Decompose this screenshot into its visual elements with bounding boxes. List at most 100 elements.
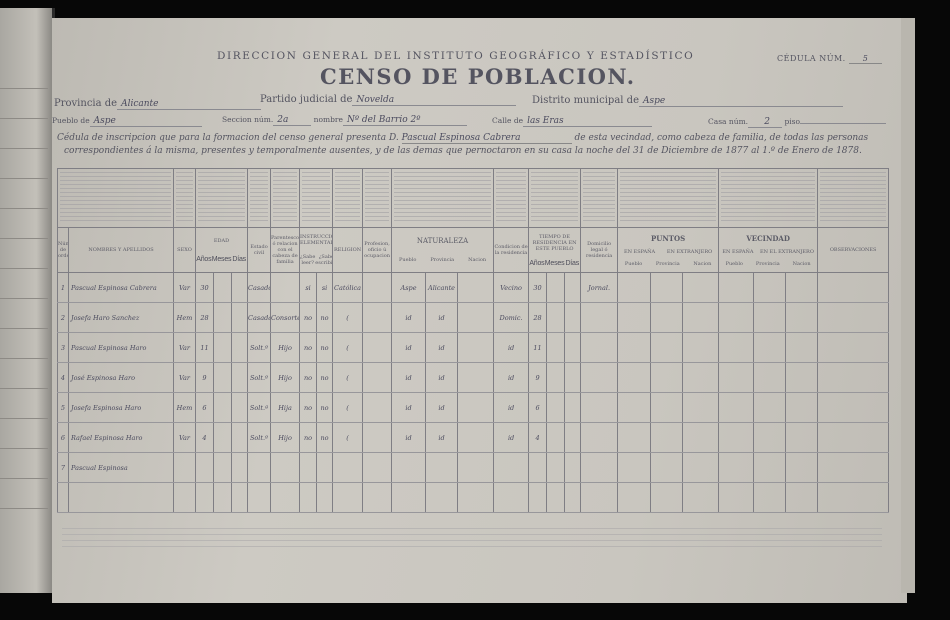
form-title: CENSO DE POBLACION. xyxy=(320,64,636,89)
cell-leer: no xyxy=(299,332,318,363)
empty-cell xyxy=(457,272,495,303)
cell-estado: Solt.º xyxy=(247,422,272,453)
empty-cell xyxy=(650,392,684,423)
empty-cell xyxy=(817,452,890,483)
empty-cell xyxy=(57,482,69,513)
cell-edad: 4 xyxy=(195,422,214,453)
empty-cell xyxy=(650,332,684,363)
cell-pueblo xyxy=(391,452,427,483)
institution-heading: DIRECCION GENERAL DEL INSTITUTO GEOGRÁFI… xyxy=(217,50,695,62)
cell-n: 1 xyxy=(57,272,69,303)
calle-field: Calle de las Eras xyxy=(492,116,653,127)
empty-cell xyxy=(650,452,684,483)
empty-cell xyxy=(718,332,755,363)
empty-cell xyxy=(195,482,214,513)
cell-tiempo: 30 xyxy=(528,272,548,303)
cell-n: 3 xyxy=(57,332,69,363)
empty-cell xyxy=(546,272,566,303)
cell-condicion: Domic. xyxy=(493,302,530,333)
cell-edad: 30 xyxy=(195,272,214,303)
cell-domicilio xyxy=(580,422,619,453)
cell-tiempo: 11 xyxy=(528,332,548,363)
cell-parentesco xyxy=(270,452,301,483)
cell-edad xyxy=(195,452,214,483)
empty-cell xyxy=(564,422,582,453)
cell-condicion: id xyxy=(493,362,530,393)
cell-parentesco: Hijo xyxy=(270,422,301,453)
casa-field: Casa núm. 2 piso xyxy=(708,117,887,128)
cell-religion: ( xyxy=(332,422,364,453)
empty-cell xyxy=(817,482,890,513)
empty-cell xyxy=(718,272,755,303)
empty-cell xyxy=(213,362,232,393)
census-form-page: DIRECCION GENERAL DEL INSTITUTO GEOGRÁFI… xyxy=(52,18,915,603)
cell-escribir: no xyxy=(316,362,334,393)
cell-tiempo xyxy=(528,452,548,483)
empty-cell xyxy=(316,482,334,513)
empty-cell xyxy=(230,362,249,393)
cell-estado: Solt.º xyxy=(247,332,272,363)
table-row: 3 Pascual Espinosa Haro Var 11 Solt.º Hijo no n… xyxy=(57,332,890,363)
empty-cell xyxy=(564,362,582,393)
empty-cell xyxy=(785,302,819,333)
empty-cell xyxy=(564,332,582,363)
cell-condicion: id xyxy=(493,392,530,423)
empty-cell xyxy=(564,482,582,513)
cell-leer xyxy=(299,452,318,483)
cell-condicion: id xyxy=(493,422,530,453)
footnote-fine-print xyxy=(62,528,882,550)
empty-cell xyxy=(230,452,249,483)
empty-cell xyxy=(617,272,652,303)
cell-sexo: Var xyxy=(173,272,196,303)
empty-cell xyxy=(546,392,566,423)
empty-cell xyxy=(718,302,755,333)
col-profesion: Profesion, oficio ú ocupacion xyxy=(362,227,393,273)
empty-cell xyxy=(457,302,495,333)
empty-cell xyxy=(230,332,249,363)
empty-cell xyxy=(564,392,582,423)
empty-cell xyxy=(617,482,652,513)
empty-cell xyxy=(564,272,582,303)
empty-cell xyxy=(682,272,720,303)
cell-tiempo: 4 xyxy=(528,422,548,453)
empty-cell xyxy=(650,272,684,303)
empty-cell xyxy=(457,332,495,363)
empty-cell xyxy=(785,332,819,363)
cell-religion xyxy=(332,452,364,483)
cell-pueblo: id xyxy=(391,392,427,423)
empty-cell xyxy=(362,272,393,303)
cell-name: Rafael Espinosa Haro xyxy=(68,422,174,453)
table-row xyxy=(57,482,890,513)
col-domicilio: Domicilio legal ó residencia xyxy=(580,227,619,273)
empty-cell xyxy=(213,422,232,453)
cell-domicilio: Jornal. xyxy=(580,272,619,303)
cell-tiempo: 6 xyxy=(528,392,548,423)
empty-cell xyxy=(617,392,652,423)
cell-name: Pascual Espinosa xyxy=(68,452,174,483)
empty-cell xyxy=(299,482,318,513)
cell-leer: no xyxy=(299,392,318,423)
cell-parentesco: Hija xyxy=(270,392,301,423)
cell-name: Pascual Espinosa Haro xyxy=(68,332,174,363)
empty-cell xyxy=(230,302,249,333)
empty-cell xyxy=(817,272,890,303)
empty-cell xyxy=(682,482,720,513)
cell-edad: 9 xyxy=(195,362,214,393)
cell-parentesco: Hijo xyxy=(270,332,301,363)
cell-escribir: no xyxy=(316,392,334,423)
cell-condicion: Vecino xyxy=(493,272,530,303)
empty-cell xyxy=(457,362,495,393)
empty-cell xyxy=(213,482,232,513)
cell-sexo: Var xyxy=(173,332,196,363)
empty-cell xyxy=(718,392,755,423)
tiempo-meses-label: Meses xyxy=(544,259,565,267)
cell-tiempo: 9 xyxy=(528,362,548,393)
empty-cell xyxy=(617,362,652,393)
empty-cell xyxy=(332,482,364,513)
empty-cell xyxy=(650,302,684,333)
empty-cell xyxy=(546,452,566,483)
cell-religion: Católica xyxy=(332,272,364,303)
cedula-number: CÉDULA NÚM. 5 xyxy=(777,54,883,64)
empty-cell xyxy=(546,422,566,453)
empty-cell xyxy=(785,272,819,303)
